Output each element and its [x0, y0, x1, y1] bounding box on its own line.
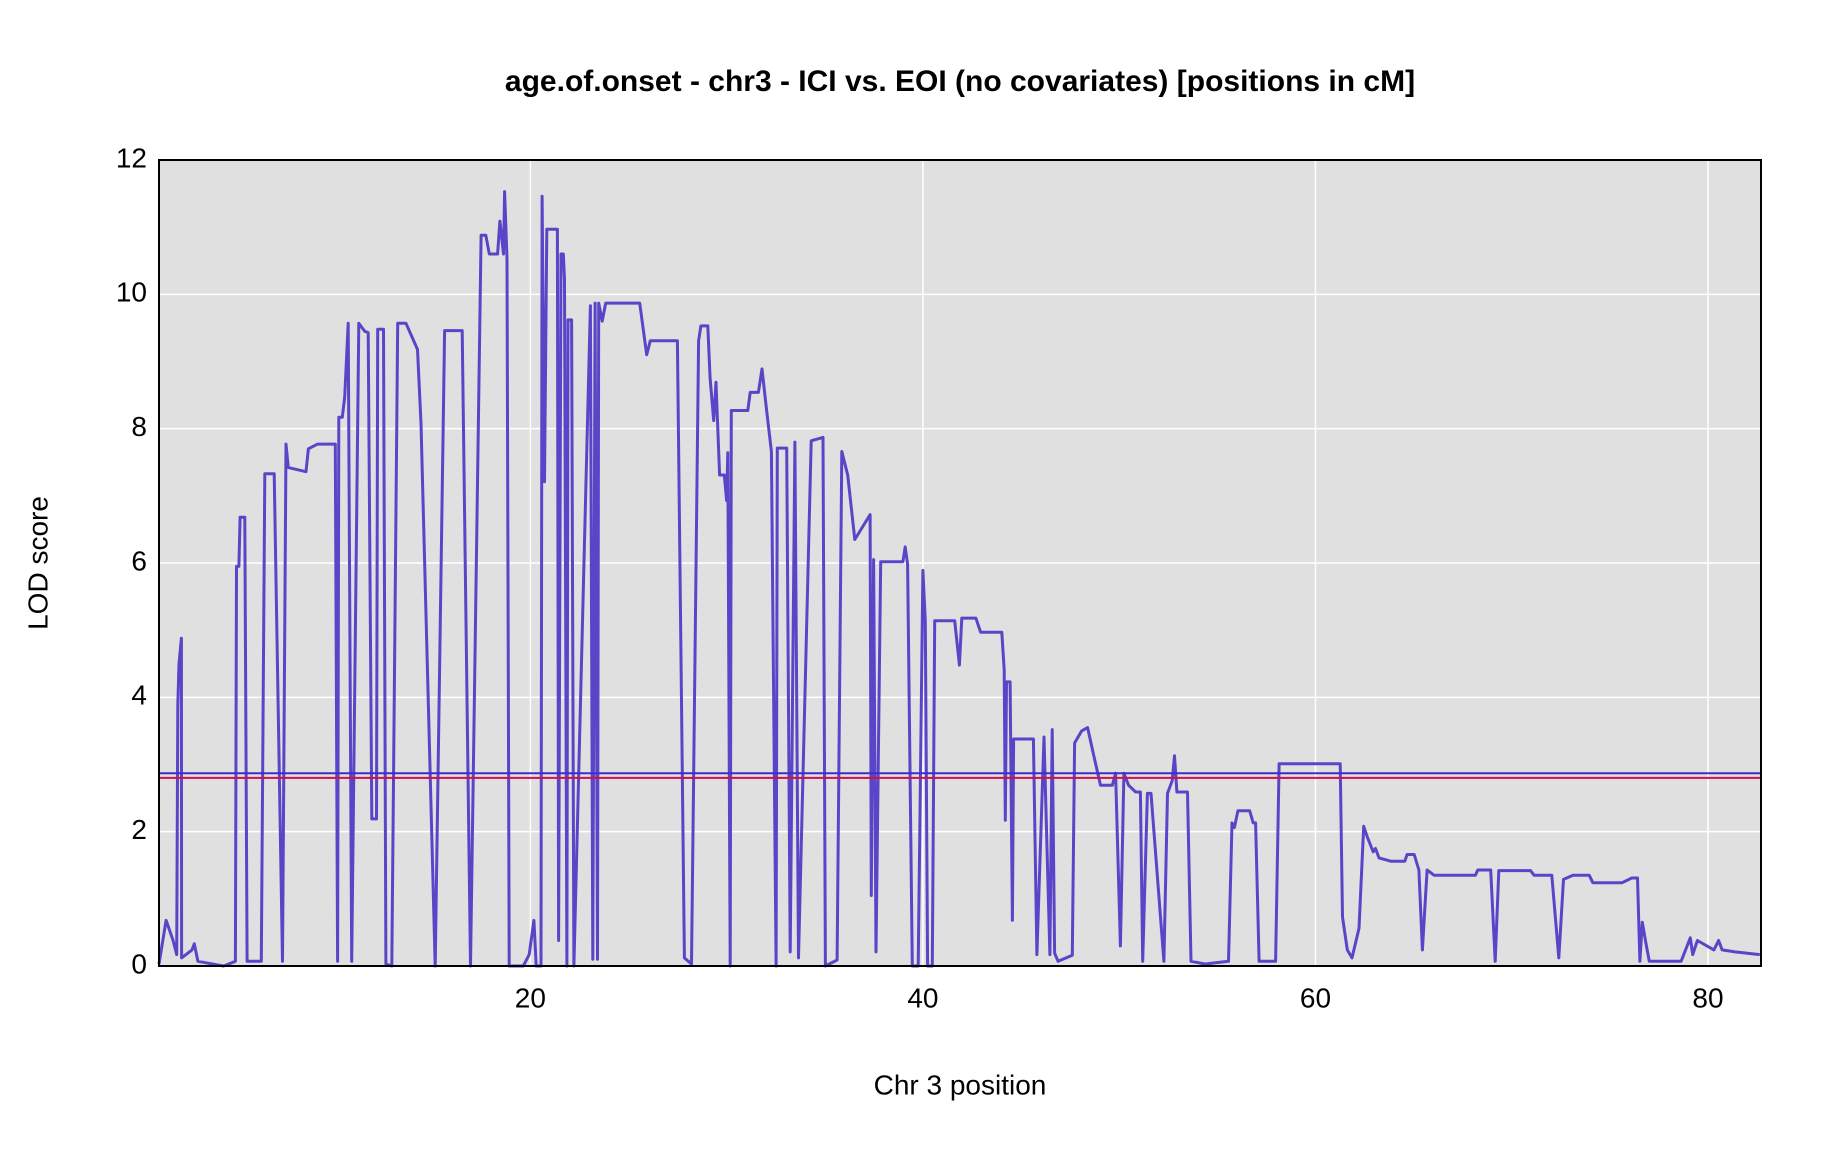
x-tick-label: 60 [1300, 982, 1331, 1013]
y-axis-label: LOD score [22, 496, 53, 630]
x-tick-label: 80 [1692, 982, 1723, 1013]
plot-frame [158, 159, 1762, 967]
x-tick-label: 40 [907, 982, 938, 1013]
y-tick-label: 4 [131, 680, 147, 711]
y-tick-label: 6 [131, 545, 147, 576]
y-tick-label: 10 [116, 277, 147, 308]
lod-line [157, 190, 1760, 968]
y-tick-label: 2 [131, 814, 147, 845]
chart-title: age.of.onset - chr3 - ICI vs. EOI (no co… [505, 65, 1415, 98]
x-axis-label: Chr 3 position [874, 1069, 1047, 1100]
y-tick-label: 0 [131, 948, 147, 979]
y-tick-label: 12 [116, 142, 147, 173]
y-tick-label: 8 [131, 411, 147, 442]
x-tick-label: 20 [515, 982, 546, 1013]
